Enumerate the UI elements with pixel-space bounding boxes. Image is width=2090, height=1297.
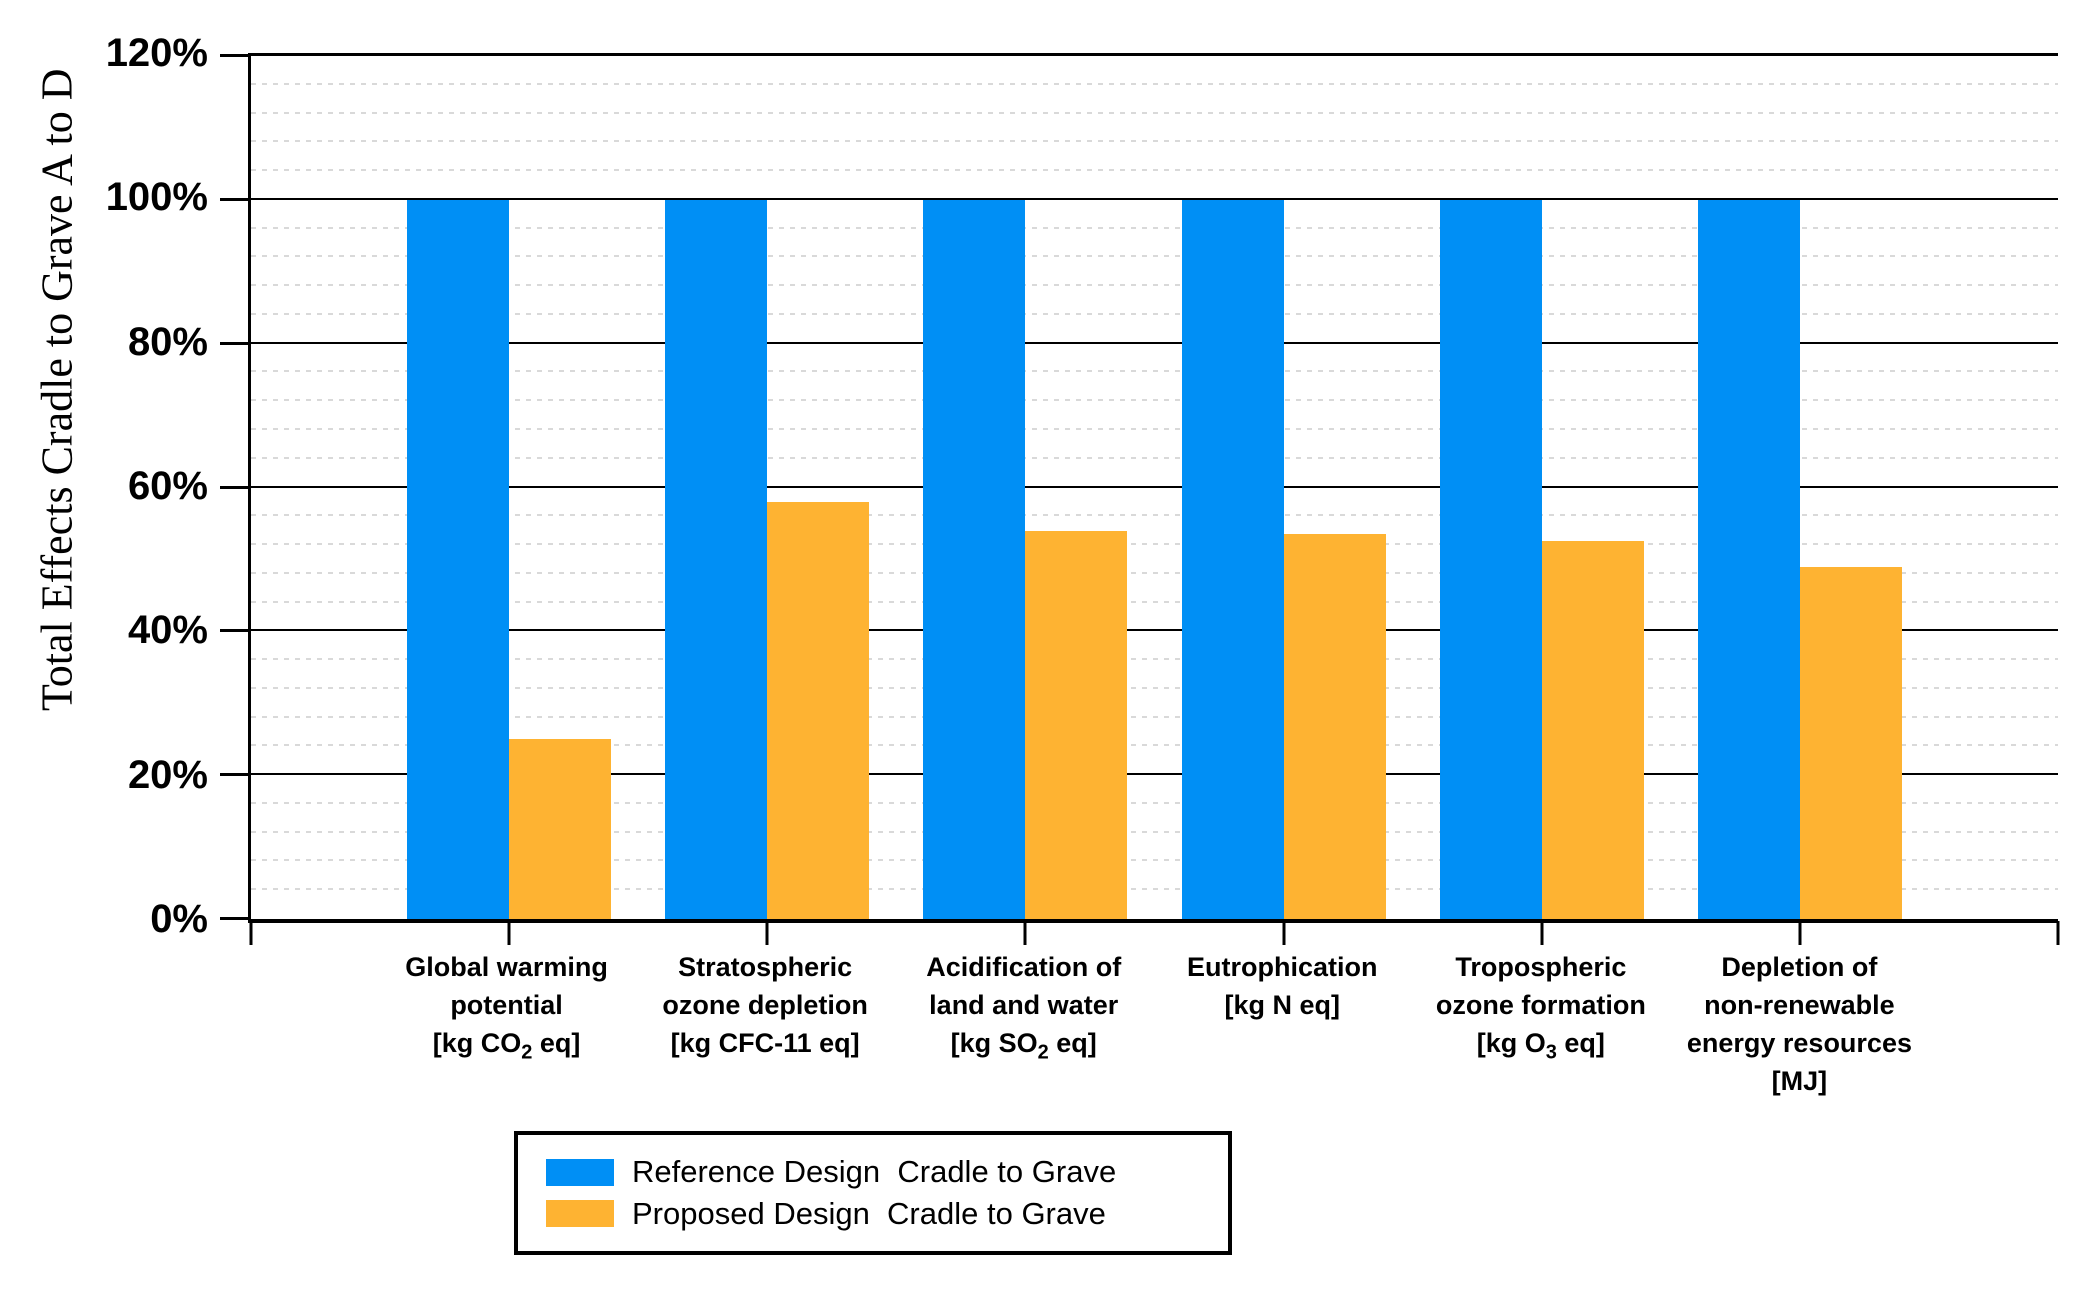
y-tick-label-40%: 40% <box>127 608 208 653</box>
minor-gridline-4 <box>251 888 2058 891</box>
minor-gridline-44 <box>251 600 2058 603</box>
minor-gridline-8 <box>251 859 2058 862</box>
x-tick-4 <box>1282 921 1286 945</box>
minor-gridline-52 <box>251 543 2058 546</box>
minor-gridline-96 <box>251 226 2058 229</box>
major-gridline-40 <box>251 629 2058 632</box>
legend-item-reference: Reference Design Cradle to Grave <box>546 1155 1228 1189</box>
minor-gridline-72 <box>251 399 2058 402</box>
y-axis-tick-labels: 0% 20% 40% 60% 80% 100% 120% <box>0 33 248 939</box>
bar-group-5 <box>1439 56 1644 919</box>
minor-gridline-48 <box>251 571 2058 574</box>
y-tick-100% <box>220 197 248 201</box>
minor-gridline-68 <box>251 427 2058 430</box>
minor-gridline-104 <box>251 169 2058 172</box>
y-tick-label-20%: 20% <box>127 752 208 797</box>
legend: Reference Design Cradle to Grave Propose… <box>514 1131 1232 1255</box>
bar-reference-2 <box>665 199 768 919</box>
x-label-1: Global warming potential [kg CO2 eq] <box>405 952 608 1064</box>
x-label-6: Depletion of non-renewable energy resource… <box>1686 952 1912 1096</box>
plot-area <box>220 53 2060 945</box>
minor-gridline-32 <box>251 686 2058 689</box>
minor-gridline-64 <box>251 456 2058 459</box>
major-gridline-20 <box>251 773 2058 776</box>
bar-proposed-1 <box>509 739 612 919</box>
minor-gridline-116 <box>251 82 2058 85</box>
legend-swatch-proposed-design <box>546 1200 614 1228</box>
bar-proposed-4 <box>1283 534 1386 919</box>
y-tick-40% <box>220 629 248 633</box>
y-tick-label-120%: 120% <box>105 31 208 75</box>
bar-reference-5 <box>1439 199 1542 919</box>
x-label-2: Stratospheric ozone depletion [kg CFC-11 e… <box>662 952 868 1058</box>
y-tick-0% <box>220 917 248 920</box>
minor-gridline-88 <box>251 284 2058 287</box>
bar-proposed-2 <box>767 501 870 919</box>
y-tick-20% <box>220 773 248 777</box>
minor-gridline-92 <box>251 255 2058 258</box>
minor-gridline-24 <box>251 744 2058 747</box>
x-tick-7 <box>2056 921 2060 945</box>
minor-gridline-12 <box>251 830 2058 833</box>
bar-group-4 <box>1181 56 1386 919</box>
y-tick-80% <box>220 341 248 345</box>
minor-gridline-36 <box>251 658 2058 661</box>
y-tick-label-0%: 0% <box>150 897 208 941</box>
legend-label-proposed-design: Proposed Design Cradle to Grave <box>632 1195 1106 1231</box>
y-tick-label-60%: 60% <box>127 464 208 508</box>
bar-reference-4 <box>1181 199 1284 919</box>
major-gridline-100 <box>251 197 2058 200</box>
x-label-5: Tropospheric ozone formation [kg O3 eq] <box>1435 952 1646 1064</box>
bar-group-2 <box>665 56 870 919</box>
x-tick-2 <box>765 921 769 945</box>
x-tick-0 <box>249 921 253 945</box>
major-gridline-80 <box>251 341 2058 344</box>
minor-gridline-56 <box>251 514 2058 517</box>
minor-gridline-76 <box>251 370 2058 373</box>
y-tick-label-100%: 100% <box>105 175 208 220</box>
minor-gridline-28 <box>251 715 2058 718</box>
x-tick-6 <box>1798 921 1802 945</box>
x-label-4: Eutrophication [kg N eq] <box>1187 952 1378 1020</box>
legend-label-reference-design: Reference Design Cradle to Grave <box>632 1154 1117 1190</box>
y-tick-label-80%: 80% <box>127 319 208 364</box>
major-gridline-60 <box>251 485 2058 488</box>
y-tick-120% <box>220 54 248 57</box>
bar-group-3 <box>923 56 1128 919</box>
legend-item-proposed: Proposed Design Cradle to Grave <box>546 1195 1228 1231</box>
bar-proposed-6 <box>1799 566 1902 919</box>
minor-gridline-112 <box>251 111 2058 114</box>
x-axis-category-labels: Global warming potential [kg CO2 eq] Strato… <box>248 948 2058 1118</box>
minor-gridline-16 <box>251 801 2058 804</box>
bar-proposed-3 <box>1025 530 1128 919</box>
y-tick-60% <box>220 485 248 489</box>
bar-reference-3 <box>923 199 1026 919</box>
minor-gridline-84 <box>251 312 2058 315</box>
x-tick-1 <box>507 921 511 945</box>
legend-swatch-reference-design <box>546 1158 614 1186</box>
bar-group-1 <box>407 56 612 919</box>
bar-reference-1 <box>407 199 510 919</box>
minor-gridline-108 <box>251 140 2058 143</box>
x-label-3: Acidification of land and water [kg SO2 eq… <box>926 952 1122 1064</box>
bar-proposed-5 <box>1541 541 1644 919</box>
bar-reference-6 <box>1697 199 1800 919</box>
bar-group-6 <box>1697 56 1902 919</box>
x-tick-3 <box>1023 921 1027 945</box>
x-tick-5 <box>1540 921 1544 945</box>
